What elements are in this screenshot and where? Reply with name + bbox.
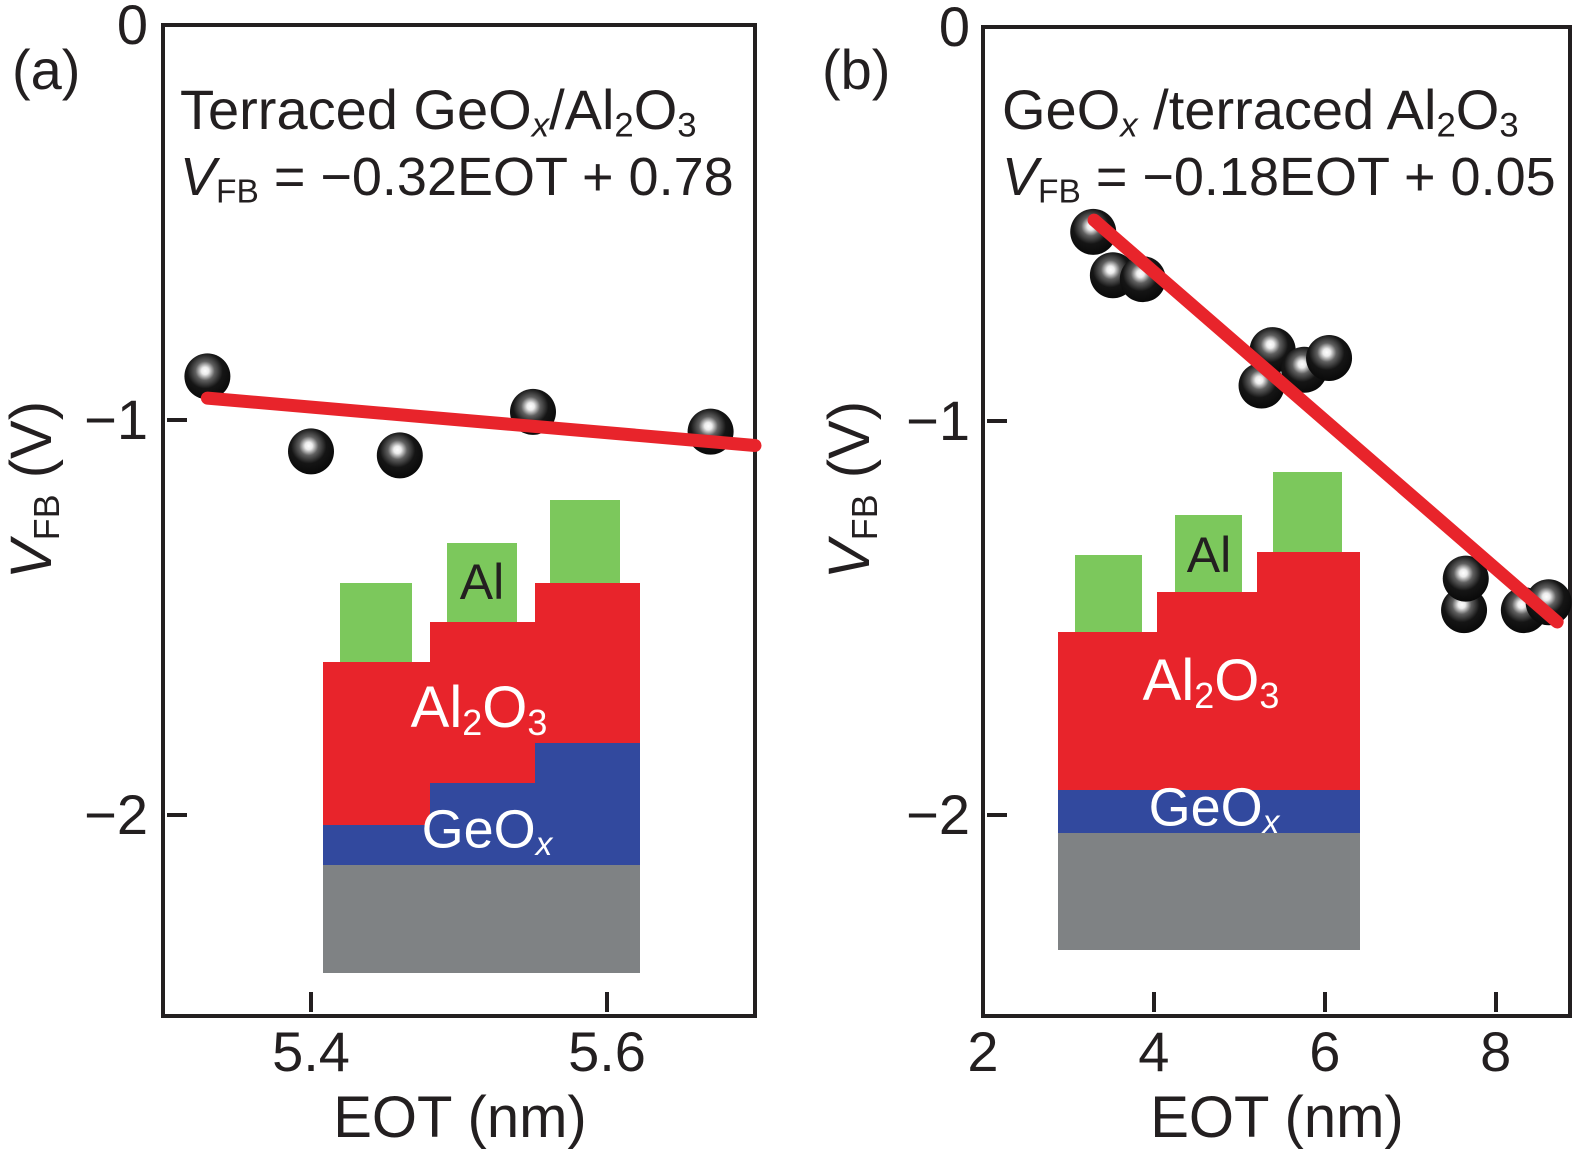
y-tick-mark [987,419,1007,424]
x-tick-label: 5.4 [272,1020,350,1083]
y-tick-mark [167,812,187,817]
inset-al-label: Al [459,554,505,610]
inset-layer-al2o3-step-1 [1058,632,1157,790]
x-tick-label: 6 [1309,1020,1341,1083]
inset-layer-al2o3-step-1 [323,662,430,825]
y-tick-label: −2 [84,782,148,846]
y-axis-label: VFB (V) [817,400,885,580]
x-tick-mark [1493,992,1498,1012]
inset-layer-substrate [323,865,640,973]
x-tick-mark [1322,992,1327,1012]
inset-layer-geox-layer [1058,790,1360,833]
x-tick-mark [605,992,609,1012]
plot-frame [161,23,757,1018]
fit-equation: VFB = −0.32EOT + 0.78 [180,147,734,211]
plot-frame [981,25,1572,1018]
inset-al2o3-label: Al2O3 [1142,648,1280,716]
x-axis-label: EOT (nm) [1150,1085,1404,1150]
y-tick-mark [167,417,187,422]
x-tick-label: 2 [967,1020,999,1083]
inset-layer-substrate [1058,833,1360,950]
x-tick-label: 4 [1138,1020,1170,1083]
panel-label: (b) [822,38,891,101]
panel-title: Terraced GeOx/Al2O3 [180,78,697,145]
x-tick-label: 8 [1480,1020,1512,1083]
inset-layer-al2o3-step-3 [535,583,640,743]
y-tick-mark [987,813,1007,818]
inset-layer-al2o3-step-2 [430,622,535,783]
inset-geox-label: GeOx [1148,777,1280,841]
inset-layer-al-electrode-1 [1075,555,1142,632]
inset-al-label: Al [1186,527,1232,583]
panel-label: (a) [12,38,81,101]
inset-layer-al-electrode-3 [550,500,620,583]
y-tick-label: 0 [938,0,970,58]
inset-geox-label: GeOx [421,799,553,863]
y-tick-label: −2 [906,783,970,847]
inset-layer-geox-step-1 [323,825,430,865]
x-tick-mark [1151,992,1156,1012]
inset-layer-geox-step-3 [535,743,640,865]
y-tick-label: −1 [84,387,148,451]
x-axis-label: EOT (nm) [333,1085,587,1150]
fit-equation: VFB = −0.18EOT + 0.05 [1002,147,1556,211]
x-tick-label: 5.6 [568,1020,646,1083]
inset-layer-al-electrode-2 [447,543,517,622]
inset-al2o3-label: Al2O3 [410,675,548,743]
inset-layer-al-electrode-1 [340,583,412,662]
inset-layer-geox-step-2 [430,783,535,865]
y-tick-label: −1 [906,389,970,453]
y-tick-label: 0 [116,0,148,56]
inset-layer-al-electrode-3 [1273,472,1342,552]
panel-title: GeOx /terraced Al2O3 [1002,78,1519,145]
x-tick-mark [309,992,313,1012]
